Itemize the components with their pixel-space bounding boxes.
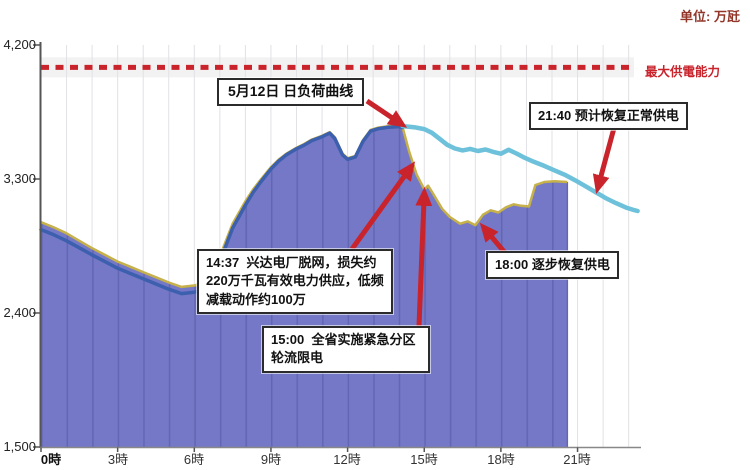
x-axis-label-6h: 6時 (183, 452, 205, 467)
arrow-restore-partial (479, 222, 508, 256)
unit-label: 单位: 万瓩 (680, 9, 740, 24)
arrow-plant-trip (349, 161, 416, 251)
annotation-restore-full: 21:40 预计恢复正常供电 (529, 102, 688, 131)
y-axis-label-3300: 3,300 (3, 171, 36, 186)
y-axis-label-1500: 1,500 (3, 439, 36, 454)
x-axis-label-0h: 0時 (40, 452, 62, 467)
arrow-restore-full (592, 127, 617, 194)
y-axis-label-4200: 4,200 (3, 37, 36, 52)
x-axis-label-21h: 21時 (563, 452, 591, 467)
x-axis-label-15h: 15時 (410, 452, 438, 467)
max-capacity-label: 最大供電能力 (645, 65, 721, 79)
arrow-curve-label (365, 98, 408, 128)
annotation-plant-trip: 14:37 兴达电厂脱网，损失约220万千瓦有效电力供应，低频减载动作约100万 (197, 249, 393, 315)
x-axis-label-9h: 9時 (260, 452, 282, 467)
arrow-rationing (415, 186, 433, 327)
annotation-restore-partial: 18:00 逐步恢复供电 (486, 251, 619, 280)
x-axis-label-12h: 12時 (333, 452, 361, 467)
annotation-curve-label: 5月12日 日负荷曲线 (217, 78, 365, 106)
y-axis-label-2400: 2,400 (3, 305, 36, 320)
x-axis-label-3h: 3時 (107, 452, 129, 467)
annotation-rationing: 15:00 全省实施紧急分区轮流限电 (262, 326, 430, 373)
x-axis-label-18h: 18時 (487, 452, 515, 467)
